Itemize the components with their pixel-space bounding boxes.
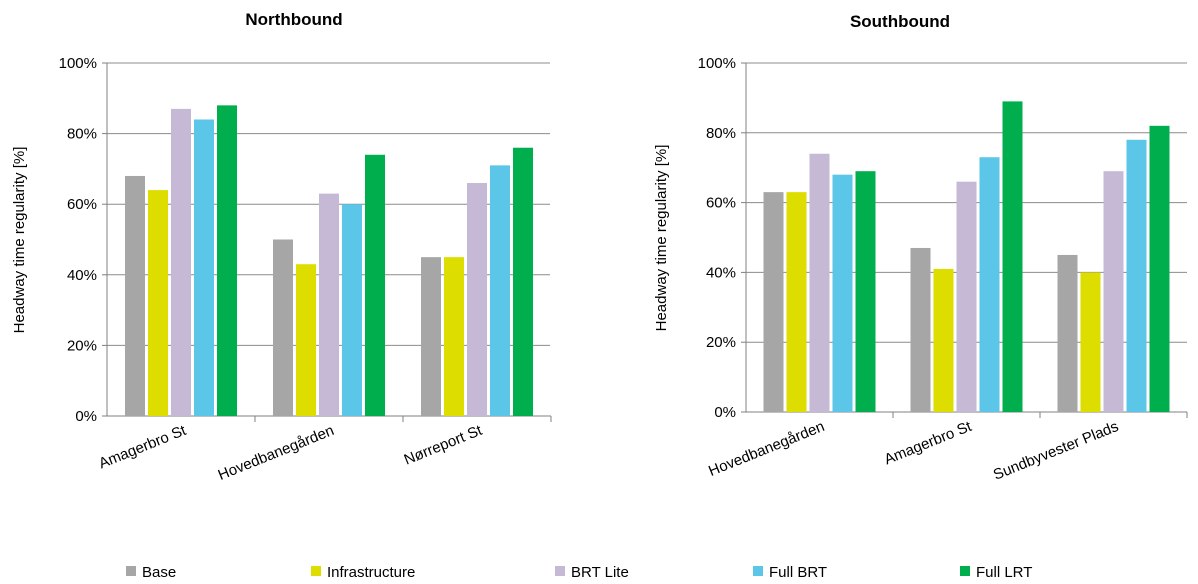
northbound-y-tick-label: 60% xyxy=(67,196,97,213)
northbound-bar-amagerbro-st-full-lrt xyxy=(217,105,237,417)
southbound-y-tick-label: 60% xyxy=(706,195,736,212)
southbound-bar-hovedbanegarden-infrastructure xyxy=(786,192,807,412)
southbound-bar-hovedbanegarden-full-brt xyxy=(832,174,853,412)
legend-swatch-infrastructure xyxy=(311,566,321,576)
southbound-y-tick-label: 0% xyxy=(714,404,736,421)
southbound-bar-amagerbro-st-full-lrt xyxy=(1002,101,1023,412)
southbound-y-tick-label: 40% xyxy=(706,264,736,281)
southbound-bar-amagerbro-st-base xyxy=(910,247,931,412)
southbound-bar-hovedbanegarden-brt-lite xyxy=(809,153,830,413)
northbound-bar-amagerbro-st-full-brt xyxy=(194,119,214,416)
northbound-bar-hovedbanegarden-brt-lite xyxy=(319,193,339,416)
southbound-category-label-amagerbro-st: Amagerbro St xyxy=(882,418,975,469)
northbound-bar-norreport-st-brt-lite xyxy=(467,183,487,416)
southbound-bar-sundbyvester-plads-full-lrt xyxy=(1149,125,1170,412)
legend-swatch-brt-lite xyxy=(555,566,565,576)
northbound-y-tick-label: 20% xyxy=(67,337,97,354)
northbound-bar-norreport-st-infrastructure xyxy=(444,257,464,416)
northbound-bar-amagerbro-st-brt-lite xyxy=(171,108,191,416)
legend: Base Infrastructure BRT Lite Full BRT Full L… xyxy=(126,564,1032,581)
southbound-bar-sundbyvester-plads-full-brt xyxy=(1126,139,1147,412)
northbound-bar-norreport-st-full-lrt xyxy=(513,147,533,416)
southbound-category-label-hovedbanegarden: Hovedbanegården xyxy=(706,418,827,480)
legend-label-full-lrt: Full LRT xyxy=(976,564,1032,581)
northbound-y-axis-label: Headway time regularity [%] xyxy=(11,147,28,334)
northbound-y-tick-label: 0% xyxy=(75,408,97,425)
northbound-bar-norreport-st-base xyxy=(421,257,441,416)
northbound-bar-amagerbro-st-base xyxy=(125,175,145,416)
legend-label-infrastructure: Infrastructure xyxy=(327,564,415,581)
legend-swatch-full-lrt xyxy=(960,566,970,576)
southbound-bar-sundbyvester-plads-base xyxy=(1057,254,1078,412)
northbound-category-label-amagerbro-st: Amagerbro St xyxy=(96,422,189,473)
northbound-category-label-hovedbanegarden: Hovedbanegården xyxy=(216,422,337,484)
northbound-category-label-norreport-st: Nørreport St xyxy=(402,422,486,469)
southbound-y-tick-label: 20% xyxy=(706,334,736,351)
northbound-bar-hovedbanegarden-base xyxy=(273,239,293,416)
northbound-y-tick-label: 100% xyxy=(59,55,97,72)
legend-label-full-brt: Full BRT xyxy=(769,564,827,581)
northbound-y-tick-label: 40% xyxy=(67,267,97,284)
southbound-bar-sundbyvester-plads-brt-lite xyxy=(1103,171,1124,412)
southbound-bar-amagerbro-st-brt-lite xyxy=(956,181,977,412)
northbound-y-tick-label: 80% xyxy=(67,126,97,143)
legend-swatch-base xyxy=(126,566,136,576)
southbound-chart: Southbound Headway time regularity [%] 0% 2… xyxy=(653,12,1188,484)
southbound-bar-sundbyvester-plads-infrastructure xyxy=(1080,272,1101,412)
southbound-bar-amagerbro-st-infrastructure xyxy=(933,268,954,412)
southbound-category-label-sundbyvester-plads: Sundbyvester Plads xyxy=(991,418,1121,484)
northbound-chart-title: Northbound xyxy=(245,10,342,29)
northbound-bar-hovedbanegarden-full-brt xyxy=(342,204,362,416)
southbound-y-axis-label: Headway time regularity [%] xyxy=(653,145,670,332)
southbound-bar-amagerbro-st-full-brt xyxy=(979,157,1000,412)
legend-label-brt-lite: BRT Lite xyxy=(571,564,629,581)
northbound-chart: Northbound Headway time regularity [%] 0% 2… xyxy=(11,10,552,484)
northbound-bar-hovedbanegarden-full-lrt xyxy=(365,154,385,416)
legend-label-base: Base xyxy=(142,564,176,581)
northbound-bar-hovedbanegarden-infrastructure xyxy=(296,264,316,416)
northbound-bar-norreport-st-full-brt xyxy=(490,165,510,416)
southbound-bar-hovedbanegarden-base xyxy=(763,192,784,412)
legend-swatch-full-brt xyxy=(753,566,763,576)
southbound-y-tick-label: 80% xyxy=(706,125,736,142)
southbound-chart-title: Southbound xyxy=(850,12,950,31)
northbound-bar-amagerbro-st-infrastructure xyxy=(148,190,168,416)
southbound-bar-hovedbanegarden-full-lrt xyxy=(855,171,876,412)
southbound-y-tick-label: 100% xyxy=(698,55,736,72)
